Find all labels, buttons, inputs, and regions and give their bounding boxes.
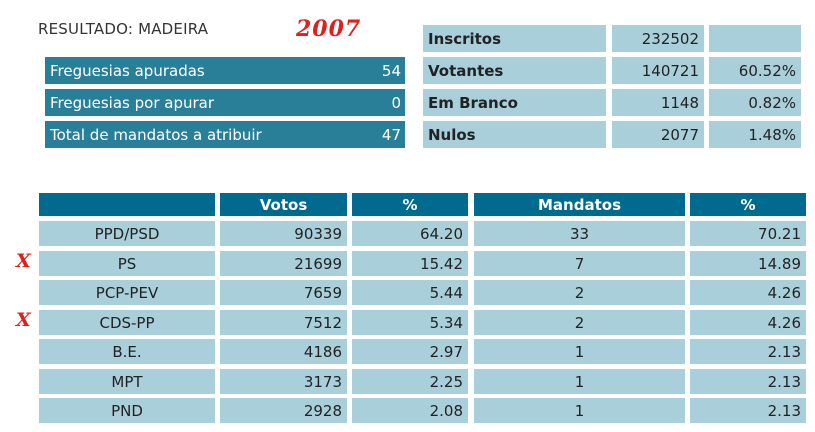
stat-pct-votantes: 60.52% — [709, 57, 801, 84]
summary-freguesias-por-apurar: Freguesias por apurar 0 — [45, 89, 405, 116]
year-label: 2007 — [296, 16, 362, 42]
cell-mandatos-pct: 2.13 — [690, 398, 806, 423]
cell-party: B.E. — [39, 339, 215, 364]
red-x-mark-icon: X — [16, 309, 31, 331]
cell-party: PCP-PEV — [39, 280, 215, 305]
cell-mandatos-pct: 2.13 — [690, 339, 806, 364]
stat-label-em-branco: Em Branco — [423, 89, 606, 116]
red-x-mark-icon: X — [16, 250, 31, 272]
cell-party: MPT — [39, 369, 215, 394]
cell-mandatos-pct: 4.26 — [690, 280, 806, 305]
col-header-votos: Votos — [220, 193, 347, 216]
stat-value-inscritos: 232502 — [612, 25, 704, 52]
col-header-party — [39, 193, 215, 216]
cell-votos: 2928 — [220, 398, 347, 423]
summary-label: Total de mandatos a atribuir — [50, 125, 262, 144]
stat-value-em-branco: 1148 — [612, 89, 704, 116]
summary-value: 0 — [391, 93, 401, 112]
stat-pct-nulos: 1.48% — [709, 121, 801, 148]
summary-label: Freguesias por apurar — [50, 93, 214, 112]
cell-mandatos: 2 — [474, 310, 685, 335]
cell-votos-pct: 2.25 — [352, 369, 468, 394]
stat-value-nulos: 2077 — [612, 121, 704, 148]
cell-mandatos-pct: 70.21 — [690, 221, 806, 246]
summary-value: 54 — [381, 61, 401, 80]
cell-mandatos: 1 — [474, 339, 685, 364]
stat-pct-inscritos — [709, 25, 801, 52]
summary-label: Freguesias apuradas — [50, 61, 205, 80]
summary-value: 47 — [381, 125, 401, 144]
summary-freguesias-apuradas: Freguesias apuradas 54 — [45, 57, 405, 84]
cell-votos-pct: 2.97 — [352, 339, 468, 364]
cell-mandatos-pct: 2.13 — [690, 369, 806, 394]
cell-votos: 3173 — [220, 369, 347, 394]
cell-votos: 21699 — [220, 251, 347, 276]
cell-party: PPD/PSD — [39, 221, 215, 246]
cell-votos-pct: 2.08 — [352, 398, 468, 423]
cell-votos: 7512 — [220, 310, 347, 335]
stat-label-nulos: Nulos — [423, 121, 606, 148]
cell-mandatos: 7 — [474, 251, 685, 276]
cell-votos-pct: 5.44 — [352, 280, 468, 305]
cell-mandatos-pct: 14.89 — [690, 251, 806, 276]
cell-mandatos-pct: 4.26 — [690, 310, 806, 335]
cell-party: CDS-PP — [39, 310, 215, 335]
cell-votos-pct: 5.34 — [352, 310, 468, 335]
cell-votos: 7659 — [220, 280, 347, 305]
cell-party: PND — [39, 398, 215, 423]
stat-value-votantes: 140721 — [612, 57, 704, 84]
cell-votos: 4186 — [220, 339, 347, 364]
stat-label-inscritos: Inscritos — [423, 25, 606, 52]
cell-mandatos: 1 — [474, 369, 685, 394]
cell-mandatos: 2 — [474, 280, 685, 305]
stat-pct-em-branco: 0.82% — [709, 89, 801, 116]
cell-votos-pct: 15.42 — [352, 251, 468, 276]
cell-votos: 90339 — [220, 221, 347, 246]
col-header-votos-pct: % — [352, 193, 468, 216]
col-header-mandatos: Mandatos — [474, 193, 685, 216]
stat-label-votantes: Votantes — [423, 57, 606, 84]
cell-votos-pct: 64.20 — [352, 221, 468, 246]
summary-total-mandatos: Total de mandatos a atribuir 47 — [45, 121, 405, 148]
cell-mandatos: 1 — [474, 398, 685, 423]
col-header-mandatos-pct: % — [690, 193, 806, 216]
cell-mandatos: 33 — [474, 221, 685, 246]
page-title: RESULTADO: MADEIRA — [38, 20, 209, 38]
cell-party: PS — [39, 251, 215, 276]
